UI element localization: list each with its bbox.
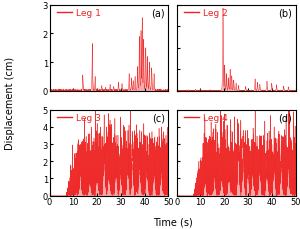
Text: (c): (c)	[152, 113, 165, 123]
Text: Leg 4: Leg 4	[203, 113, 228, 122]
Text: Leg 3: Leg 3	[76, 113, 100, 122]
Text: Leg 1: Leg 1	[76, 9, 100, 18]
Text: Displacement (cm): Displacement (cm)	[4, 57, 15, 149]
Text: (b): (b)	[278, 8, 292, 18]
Text: Time (s): Time (s)	[153, 217, 192, 227]
Text: Leg 2: Leg 2	[203, 9, 228, 18]
Text: (d): (d)	[278, 113, 292, 123]
Text: (a): (a)	[151, 8, 165, 18]
